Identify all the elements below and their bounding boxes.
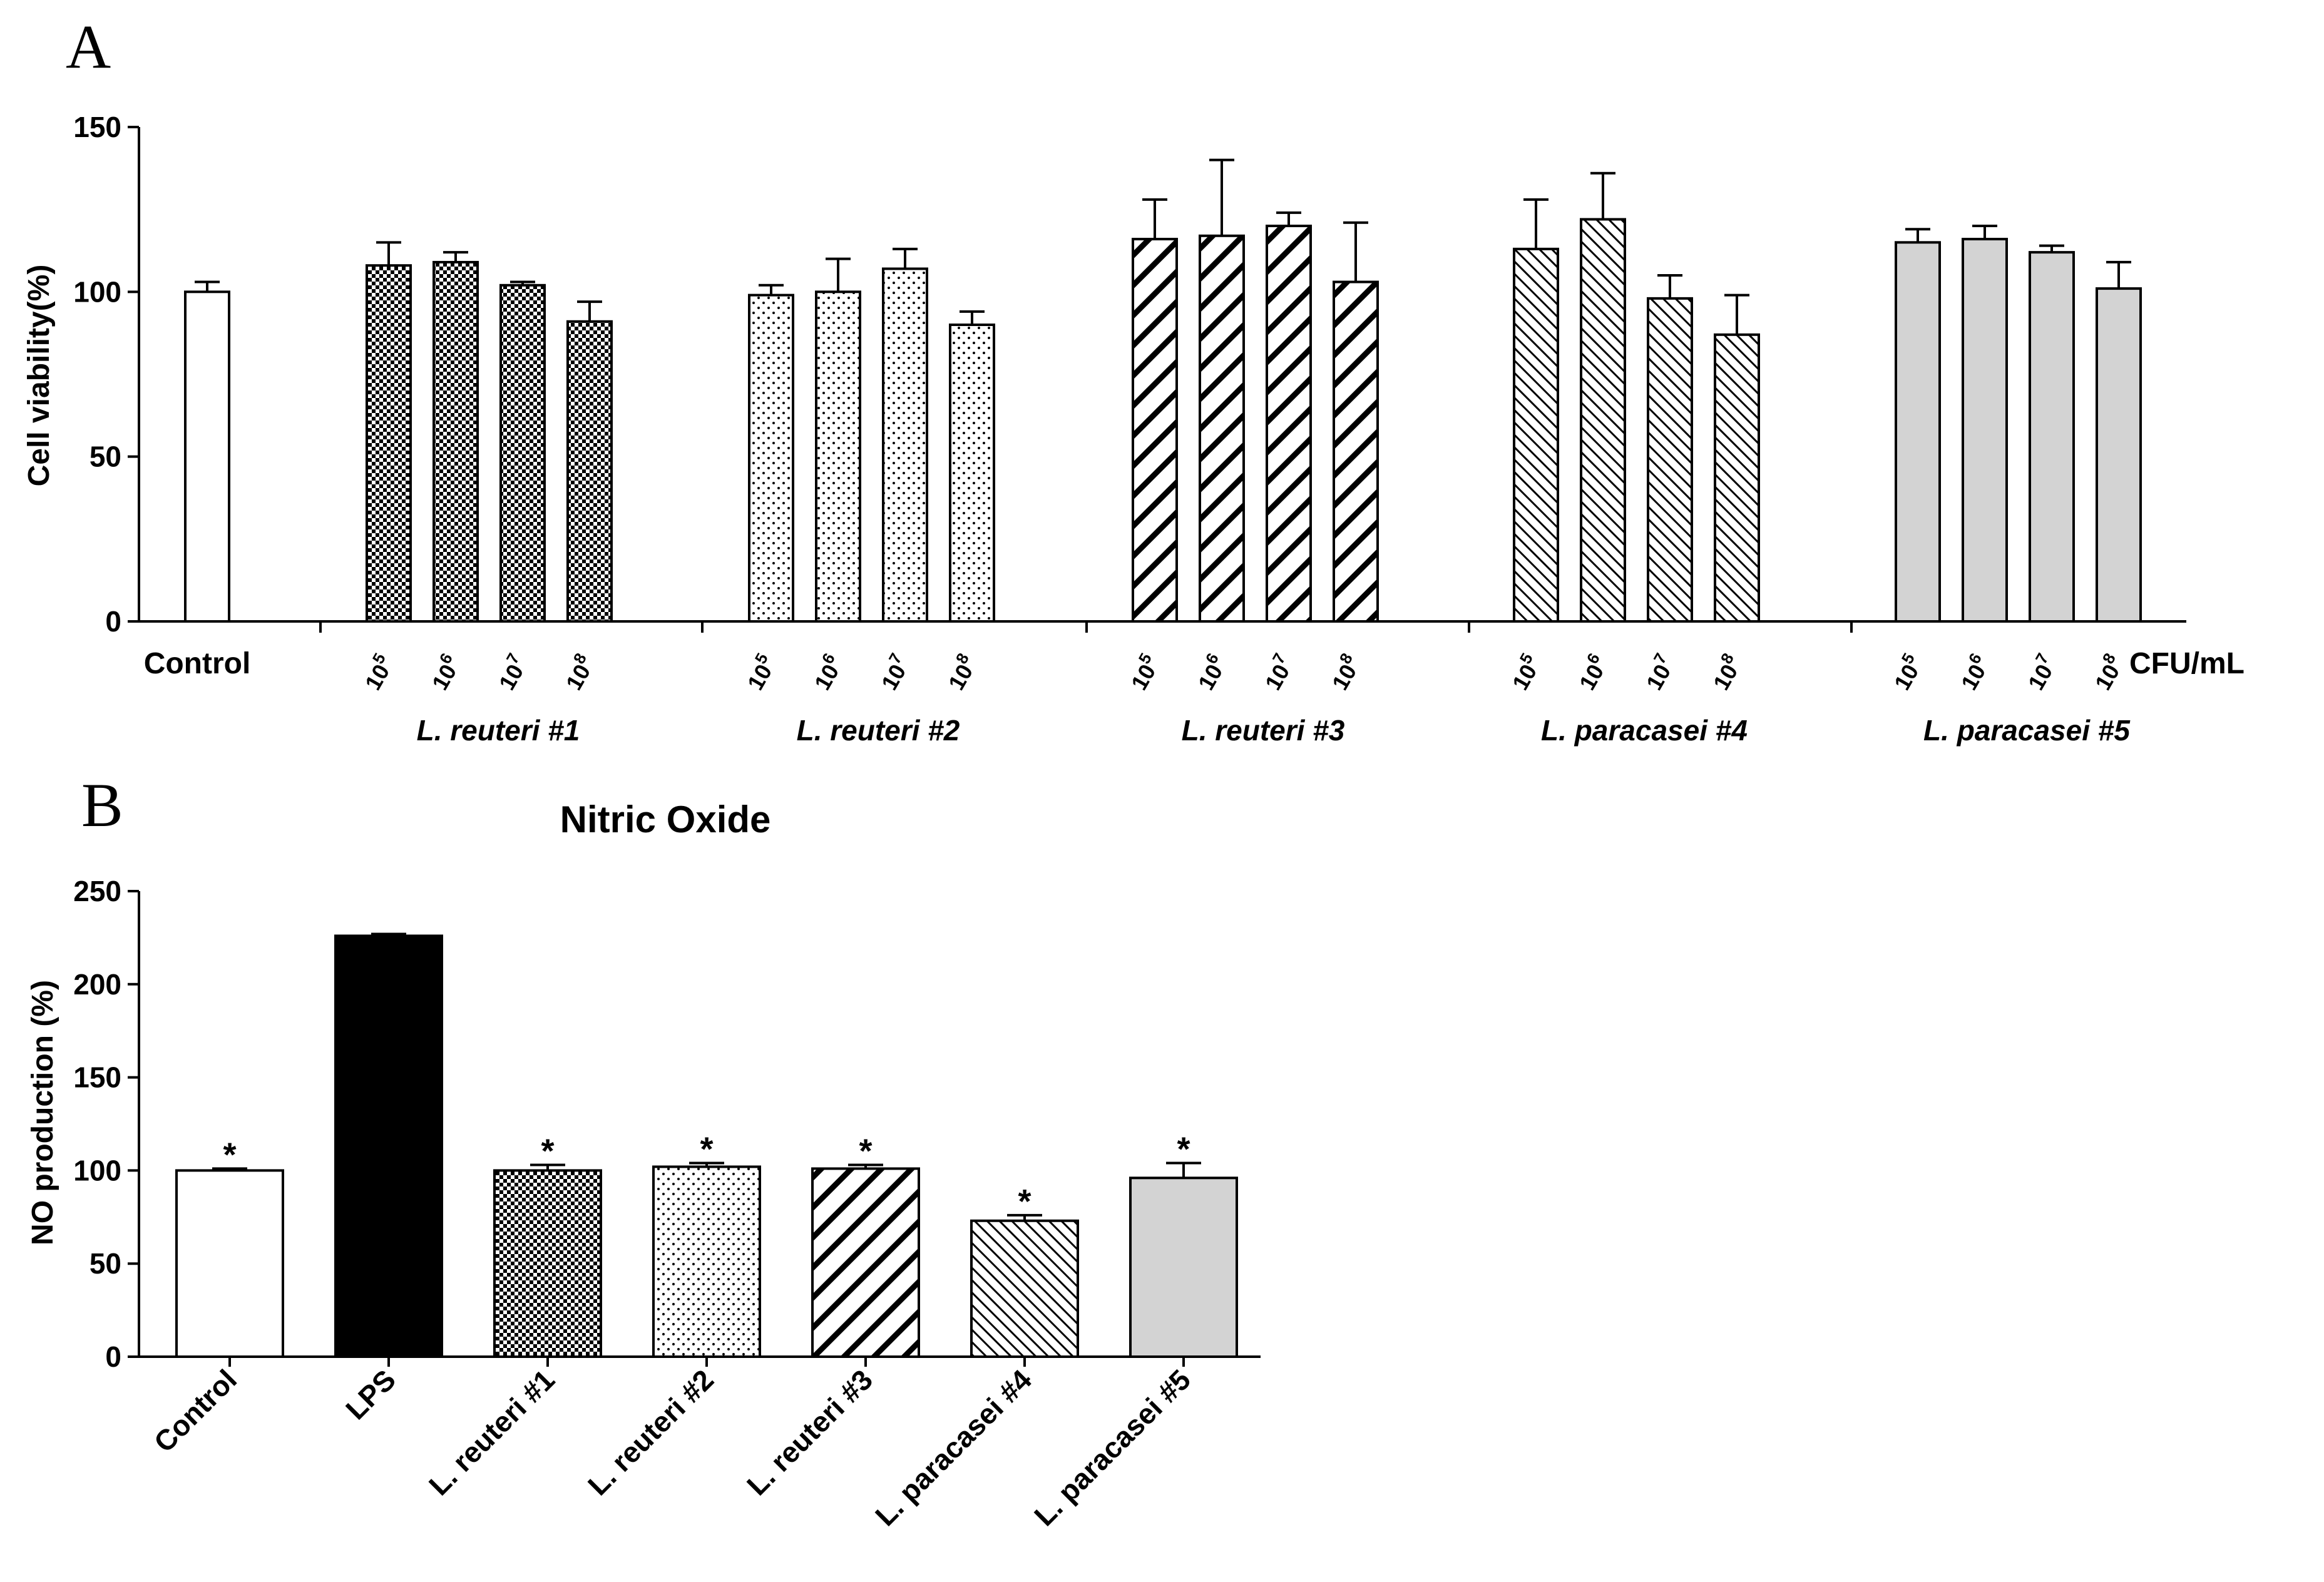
chart-a-concentration-label: 108 <box>557 650 600 694</box>
chart-a-bar-l-reuteri-1-2 <box>433 260 479 623</box>
chart-a-bar-l-paracasei-5-1 <box>1895 241 1941 623</box>
cell-viability-chart: 0 50 100 150 Control 105 106 107 108 L. reuteri … <box>23 111 2245 747</box>
chart-a-bar-l-reuteri-2-3 <box>882 267 928 623</box>
chart-b-bars <box>175 932 1238 1359</box>
chart-b-bar-l-paracasei-4 <box>970 1219 1079 1358</box>
chart-b-y-tick-label: 150 <box>73 1061 121 1094</box>
chart-a-bar-control <box>184 290 230 623</box>
chart-a-bar-l-paracasei-4-4 <box>1714 333 1760 623</box>
chart-b-bar-l-reuteri-3 <box>811 1167 920 1358</box>
chart-a-group-label-l-reuteri-2: L. reuteri #2 <box>797 714 960 747</box>
chart-a-concentration-label: 105 <box>1503 650 1547 694</box>
chart-a-concentration-label: 108 <box>939 650 983 694</box>
chart-a-bar-l-paracasei-5-3 <box>2029 251 2075 623</box>
chart-a-bar-l-reuteri-3-1 <box>1132 238 1178 623</box>
chart-a-bar-l-reuteri-3-4 <box>1333 280 1379 623</box>
chart-a-concentration-label: 105 <box>1885 650 1928 694</box>
chart-a-group-label-l-reuteri-1: L. reuteri #1 <box>417 714 580 747</box>
chart-a-concentration-label: 106 <box>1189 650 1232 694</box>
chart-b-bar-l-paracasei-5 <box>1129 1176 1238 1358</box>
chart-b-y-tick-label: 100 <box>73 1154 121 1186</box>
chart-a-concentration-label: 105 <box>356 650 399 694</box>
chart-a-bar-l-reuteri-1-1 <box>366 264 412 623</box>
chart-a-concentration-label: 106 <box>423 650 466 694</box>
chart-a-concentration-label: 108 <box>1704 650 1748 694</box>
chart-a-concentration-label: 106 <box>1952 650 1995 694</box>
chart-a-bar-l-paracasei-4-3 <box>1647 297 1693 623</box>
chart-a-concentration-label: 105 <box>1122 650 1165 694</box>
chart-a-bar-l-reuteri-3-2 <box>1199 234 1245 623</box>
chart-b-y-axis-title: NO production (%) <box>26 980 59 1245</box>
chart-b-category-label-l-paracasei-4: L. paracasei #4 <box>869 1363 1038 1532</box>
chart-a-concentration-label: 108 <box>2086 650 2129 694</box>
chart-b-category-label-l-reuteri-3: L. reuteri #3 <box>740 1363 879 1501</box>
chart-b-significance-marker: * <box>700 1130 713 1168</box>
chart-a-concentration-label: 107 <box>2019 650 2062 694</box>
chart-a-group-label-l-paracasei-4: L. paracasei #4 <box>1541 714 1748 747</box>
nitric-oxide-chart: Nitric Oxide 0 50 100 150 200 250 * Control LPS… <box>26 799 1261 1532</box>
chart-a-y-tick-label: 0 <box>105 605 121 638</box>
chart-a-bar-l-paracasei-4-2 <box>1580 218 1626 623</box>
chart-a-bar-l-reuteri-2-4 <box>949 324 995 623</box>
chart-b-y-tick-label: 250 <box>73 875 121 907</box>
chart-a-bars <box>184 158 2142 623</box>
chart-b-category-label-l-reuteri-2: L. reuteri #2 <box>581 1363 720 1501</box>
chart-a-x-axis-title: CFU/mL <box>2129 647 2245 680</box>
chart-b-significance-marker: * <box>1177 1130 1190 1168</box>
chart-a-bar-l-reuteri-3-3 <box>1266 225 1312 623</box>
chart-a-concentration-label: 107 <box>873 650 916 694</box>
panel-letter-b: B <box>81 770 123 840</box>
chart-b-y-tick-label: 50 <box>90 1247 121 1280</box>
chart-a-axes: 0 50 100 150 <box>73 111 2186 638</box>
chart-a-bar-l-reuteri-1-3 <box>499 283 546 623</box>
chart-b-significance-marker: * <box>541 1132 554 1170</box>
chart-b-bar-l-reuteri-1 <box>493 1169 602 1359</box>
chart-a-group-label-l-reuteri-3: L. reuteri #3 <box>1182 714 1345 747</box>
chart-b-bar-control <box>175 1169 284 1359</box>
panel-letter-a: A <box>66 12 111 81</box>
chart-a-concentration-label: 107 <box>1637 650 1681 694</box>
chart-b-bar-l-reuteri-2 <box>652 1165 761 1358</box>
chart-b-significance-marker: * <box>859 1132 872 1170</box>
chart-a-labels: Control 105 106 107 108 L. reuteri #1 105 106 10… <box>144 647 2131 747</box>
chart-a-bar-l-reuteri-2-2 <box>815 290 861 623</box>
chart-a-concentration-label: 108 <box>1323 650 1366 694</box>
chart-b-title: Nitric Oxide <box>560 799 771 840</box>
chart-a-concentration-label: 107 <box>1256 650 1299 694</box>
chart-a-concentration-label: 105 <box>739 650 782 694</box>
chart-a-bar-l-reuteri-1-4 <box>566 320 613 623</box>
chart-b-category-label-lps: LPS <box>339 1363 402 1426</box>
chart-b-y-tick-label: 200 <box>73 968 121 1001</box>
chart-b-bar-lps <box>334 934 443 1358</box>
chart-b-category-label-l-reuteri-1: L. reuteri #1 <box>422 1363 561 1501</box>
chart-a-y-axis-title: Cell viability(%) <box>23 265 56 487</box>
chart-a-concentration-label: 106 <box>806 650 849 694</box>
chart-b-significance-marker: * <box>1018 1183 1031 1220</box>
chart-a-y-tick-label: 100 <box>73 275 121 308</box>
chart-a-concentration-label: 106 <box>1570 650 1614 694</box>
chart-a-bar-l-paracasei-5-2 <box>1962 238 2008 623</box>
chart-a-y-tick-label: 50 <box>90 441 121 473</box>
chart-b-category-label-l-paracasei-5: L. paracasei #5 <box>1028 1363 1197 1532</box>
chart-b-y-tick-label: 0 <box>105 1340 121 1373</box>
chart-a-group-label-l-paracasei-5: L. paracasei #5 <box>1923 714 2131 747</box>
chart-a-bar-l-paracasei-4-1 <box>1513 247 1559 623</box>
chart-a-concentration-label: 107 <box>490 650 533 694</box>
chart-a-control-label: Control <box>144 647 251 680</box>
chart-a-bar-l-reuteri-2-1 <box>748 293 794 623</box>
chart-a-y-tick-label: 150 <box>73 111 121 143</box>
chart-b-category-label-control: Control <box>148 1363 243 1458</box>
chart-b-significance-marker: * <box>223 1136 236 1173</box>
chart-a-bar-l-paracasei-5-4 <box>2096 287 2142 623</box>
